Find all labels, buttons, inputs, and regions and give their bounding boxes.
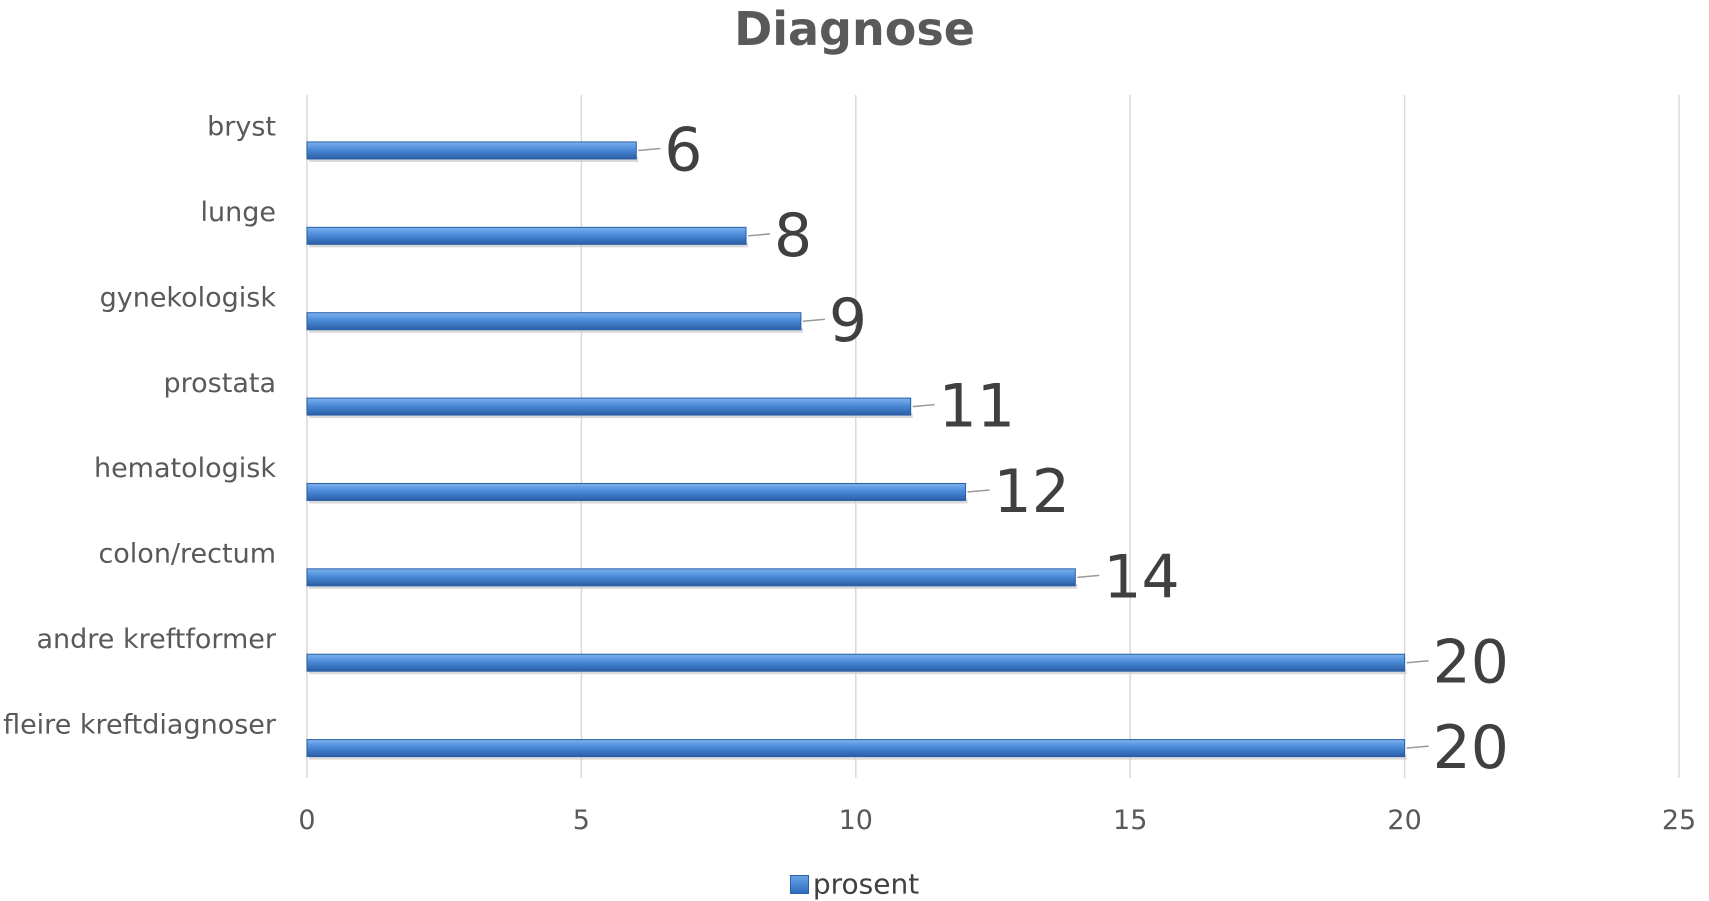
data-label-leader xyxy=(912,403,935,408)
data-label-leader xyxy=(747,233,771,237)
category-label: gynekologisk xyxy=(100,282,277,313)
bar xyxy=(306,141,637,160)
data-label-leader xyxy=(1406,745,1429,749)
chart-title: Diagnose xyxy=(734,2,975,56)
category-label: fleire kreftdiagnoser xyxy=(3,709,277,740)
data-label: 11 xyxy=(939,372,1015,442)
bar xyxy=(306,312,802,331)
bar xyxy=(306,739,1406,758)
category-label: hematologisk xyxy=(94,453,276,484)
data-label-leader xyxy=(638,147,661,152)
data-label-leader xyxy=(1406,659,1429,664)
chart-legend: prosent xyxy=(0,866,1709,901)
legend-label: prosent xyxy=(812,867,920,901)
x-tick-label: 10 xyxy=(839,805,873,836)
legend-swatch xyxy=(789,874,809,894)
data-label: 20 xyxy=(1433,628,1509,698)
data-label-leader xyxy=(802,318,825,322)
x-tick-label: 0 xyxy=(298,805,315,836)
bar xyxy=(306,568,1076,587)
bar xyxy=(306,397,912,416)
data-label-leader xyxy=(1077,574,1100,579)
data-label: 20 xyxy=(1433,713,1509,783)
category-label: andre kreftformer xyxy=(36,624,276,655)
x-tick-label: 15 xyxy=(1113,805,1147,836)
category-label: colon/rectum xyxy=(98,539,276,570)
category-label: bryst xyxy=(207,112,276,143)
category-label: lunge xyxy=(201,197,276,228)
category-label: prostata xyxy=(164,368,277,399)
x-tick-label: 5 xyxy=(573,805,590,836)
data-label: 8 xyxy=(774,201,812,271)
bar xyxy=(306,653,1406,672)
data-label: 14 xyxy=(1103,542,1179,612)
data-label: 9 xyxy=(829,286,867,356)
bar xyxy=(306,226,747,245)
x-tick-label: 25 xyxy=(1662,805,1696,836)
x-tick-label: 20 xyxy=(1387,805,1421,836)
data-label: 6 xyxy=(664,115,702,185)
data-label: 12 xyxy=(994,457,1070,527)
data-label-leader xyxy=(967,489,990,493)
bar xyxy=(306,482,967,501)
